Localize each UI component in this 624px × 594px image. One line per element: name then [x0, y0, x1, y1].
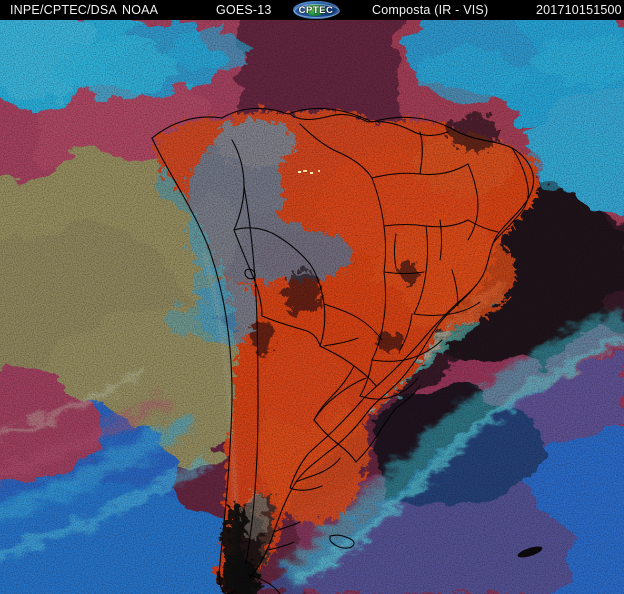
header-product-label: Composta (IR - VIS) [372, 3, 489, 17]
header-operator-label: NOAA [122, 3, 159, 17]
header-timestamp-label: 201710151500 [536, 3, 622, 17]
cptec-logo-text: CPTEC [298, 4, 334, 16]
chilean-fjords-archipelago [216, 500, 260, 594]
cptec-logo-icon: CPTEC [293, 1, 340, 19]
image-grain-overlay [0, 20, 624, 594]
image-header-bar: INPE/CPTEC/DSA NOAA GOES-13 CPTEC Compos… [0, 0, 624, 20]
hot-spot-pixels [298, 170, 320, 174]
false-color-composite-render [0, 20, 624, 594]
header-satellite-label: GOES-13 [216, 3, 272, 17]
cptec-logo-ring [294, 4, 340, 18]
header-agency-label: INPE/CPTEC/DSA [10, 3, 117, 17]
satellite-image-canvas [0, 20, 624, 594]
south-atlantic-island-speck [517, 546, 543, 558]
